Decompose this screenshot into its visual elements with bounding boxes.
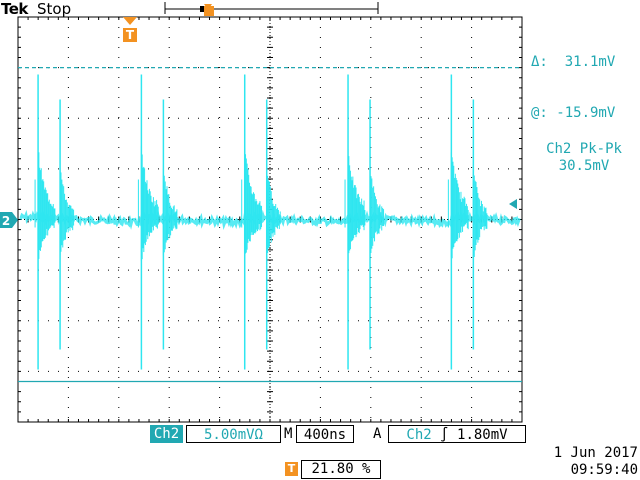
time: 09:59:40 — [570, 462, 638, 478]
trace-spike — [447, 74, 488, 370]
brand-logo: Tek — [1, 0, 28, 18]
timebase-value[interactable]: 400ns — [296, 425, 354, 443]
ch2-waveform-trace — [19, 74, 521, 370]
ch2-marker-label: 2 — [2, 214, 10, 228]
trace-spike — [137, 74, 178, 370]
datetime: 1 Jun 2017 09:59:40 — [530, 445, 638, 479]
svg-text:T: T — [126, 28, 135, 42]
trigger-settings[interactable]: Ch2 ∫ 1.80mV — [388, 425, 526, 443]
cursor-delta: Δ: 31.1mV — [531, 54, 616, 70]
vertical-scale[interactable]: 5.00mVΩ — [186, 425, 281, 443]
trigger-marker-top — [204, 4, 214, 16]
date: 1 Jun 2017 — [553, 445, 638, 461]
trigger-label: A — [373, 426, 382, 442]
cursor-position: @: -15.9mV — [531, 105, 616, 121]
trigger-level-arrow — [509, 199, 517, 209]
trigger-time-marker: T — [123, 17, 137, 42]
trigger-slope-icon: ∫ — [440, 427, 449, 443]
channel-label[interactable]: Ch2 — [150, 425, 183, 443]
trigger-level: 1.80mV — [457, 427, 508, 443]
timebase-position-bar — [164, 2, 379, 14]
trace-spike — [241, 74, 281, 370]
cursor-lines — [18, 67, 522, 383]
trace-spike — [344, 74, 385, 370]
measurement-label: Ch2 Pk-Pk — [546, 141, 622, 157]
acquisition-state: Stop — [37, 0, 72, 18]
main-timebase-label: M — [284, 426, 293, 442]
trace-spike — [34, 74, 75, 370]
cursor-readout: Δ: 31.1mV @: -15.9mV — [531, 20, 615, 139]
trigger-position-icon: T — [285, 462, 298, 476]
ch2-ground-marker[interactable]: 2 — [0, 212, 18, 228]
measurement-panel: Ch2 Pk-Pk 30.5mV — [534, 141, 634, 175]
trigger-channel: Ch2 — [406, 427, 432, 443]
measurement-value: 30.5mV — [558, 158, 610, 174]
trigger-position-value[interactable]: 21.80 % — [301, 460, 381, 479]
